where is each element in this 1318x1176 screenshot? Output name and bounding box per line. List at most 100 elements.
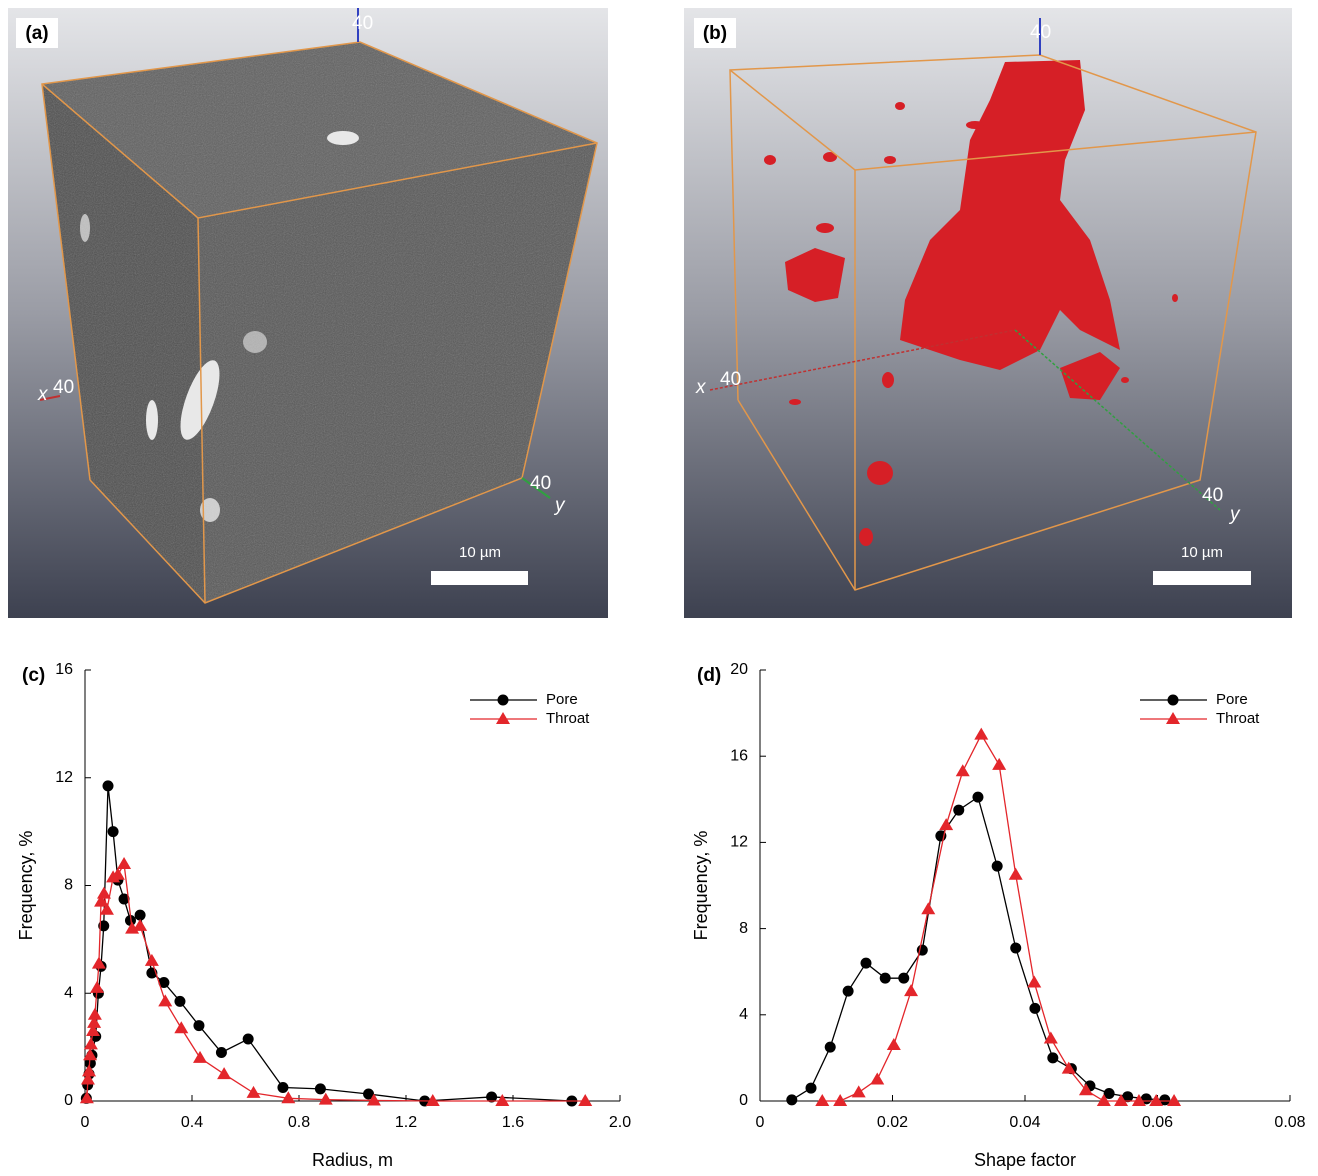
marker <box>498 695 509 706</box>
x-axis-title: Shape factor <box>974 1150 1076 1170</box>
y-axis-title: Frequency, % <box>691 831 711 941</box>
marker <box>921 902 935 914</box>
legend-label: Throat <box>1216 710 1260 727</box>
series-line <box>822 735 1174 1101</box>
scale-label: 10 µm <box>1181 544 1223 561</box>
marker <box>939 818 953 830</box>
marker <box>174 1021 188 1033</box>
pore <box>816 223 834 233</box>
marker <box>97 887 111 899</box>
grain <box>327 131 359 145</box>
grain <box>243 331 267 353</box>
marker <box>825 1042 836 1053</box>
series-line <box>86 786 572 1101</box>
axis-value: 40 <box>720 369 741 390</box>
panel-label: (a) <box>25 23 48 44</box>
marker <box>815 1094 829 1106</box>
marker <box>833 1094 847 1106</box>
x-tick-label: 0.8 <box>288 1114 310 1131</box>
marker <box>90 981 104 993</box>
axis-label: y <box>553 495 566 516</box>
marker <box>843 986 854 997</box>
marker <box>887 1038 901 1050</box>
scale-label: 10 µm <box>459 544 501 561</box>
marker <box>216 1047 227 1058</box>
x-tick-label: 0.06 <box>1142 1114 1173 1131</box>
x-tick-label: 1.2 <box>395 1114 417 1131</box>
pore <box>1121 377 1129 383</box>
pore <box>966 121 984 129</box>
x-tick-label: 2.0 <box>609 1114 631 1131</box>
marker <box>992 861 1003 872</box>
marker <box>174 996 185 1007</box>
marker <box>1047 1052 1058 1063</box>
marker <box>904 984 918 996</box>
pore <box>895 102 905 110</box>
pore <box>1172 294 1178 302</box>
marker <box>578 1094 592 1106</box>
marker <box>953 805 964 816</box>
pore <box>789 399 801 405</box>
axis-value: 40 <box>53 377 74 398</box>
marker <box>1168 695 1179 706</box>
axis-value: 40 <box>530 473 551 494</box>
marker <box>1010 942 1021 953</box>
marker <box>880 973 891 984</box>
y-axis-title: Frequency, % <box>16 831 36 941</box>
marker <box>852 1085 866 1097</box>
y-tick-label: 4 <box>739 1006 748 1023</box>
pore <box>764 155 776 165</box>
marker <box>898 973 909 984</box>
marker <box>158 994 172 1006</box>
pore <box>884 156 896 164</box>
marker <box>315 1083 326 1094</box>
marker <box>193 1051 207 1063</box>
axis-label: x <box>37 384 49 405</box>
marker <box>193 1020 204 1031</box>
y-tick-label: 16 <box>730 747 748 764</box>
axis-value: 40 <box>352 13 373 34</box>
x-tick-label: 1.6 <box>502 1114 524 1131</box>
y-tick-label: 0 <box>64 1092 73 1109</box>
axis-label: y <box>1228 504 1241 525</box>
axis-value: 40 <box>1030 22 1051 43</box>
series-line <box>792 797 1165 1100</box>
axis-label: x <box>695 377 707 398</box>
legend-label: Pore <box>546 691 578 708</box>
marker <box>972 792 983 803</box>
grain <box>80 214 90 242</box>
scale-bar <box>431 571 528 585</box>
grain <box>146 400 158 440</box>
y-tick-label: 12 <box>730 834 748 851</box>
pore <box>882 372 894 388</box>
panel-label: (c) <box>22 665 45 686</box>
panel-label: (d) <box>697 665 721 686</box>
y-tick-label: 0 <box>739 1092 748 1109</box>
marker <box>786 1094 797 1105</box>
marker <box>495 1094 509 1106</box>
marker <box>974 728 988 740</box>
x-tick-label: 0.08 <box>1274 1114 1305 1131</box>
marker <box>277 1082 288 1093</box>
x-axis-title: Radius, m <box>312 1150 393 1170</box>
y-tick-label: 8 <box>64 877 73 894</box>
panel-label: (b) <box>703 23 727 44</box>
pore <box>867 461 893 485</box>
x-tick-label: 0.02 <box>877 1114 908 1131</box>
marker <box>806 1083 817 1094</box>
marker <box>103 780 114 791</box>
marker <box>1029 1003 1040 1014</box>
marker <box>319 1093 333 1105</box>
marker <box>145 954 159 966</box>
marker <box>1027 975 1041 987</box>
y-tick-label: 4 <box>64 984 73 1001</box>
marker <box>88 1008 102 1020</box>
marker <box>496 712 510 724</box>
marker <box>992 758 1006 770</box>
legend-label: Pore <box>1216 691 1248 708</box>
marker <box>861 958 872 969</box>
legend-label: Throat <box>546 710 590 727</box>
marker <box>247 1086 261 1098</box>
x-tick-label: 0.4 <box>181 1114 203 1131</box>
marker <box>1009 868 1023 880</box>
